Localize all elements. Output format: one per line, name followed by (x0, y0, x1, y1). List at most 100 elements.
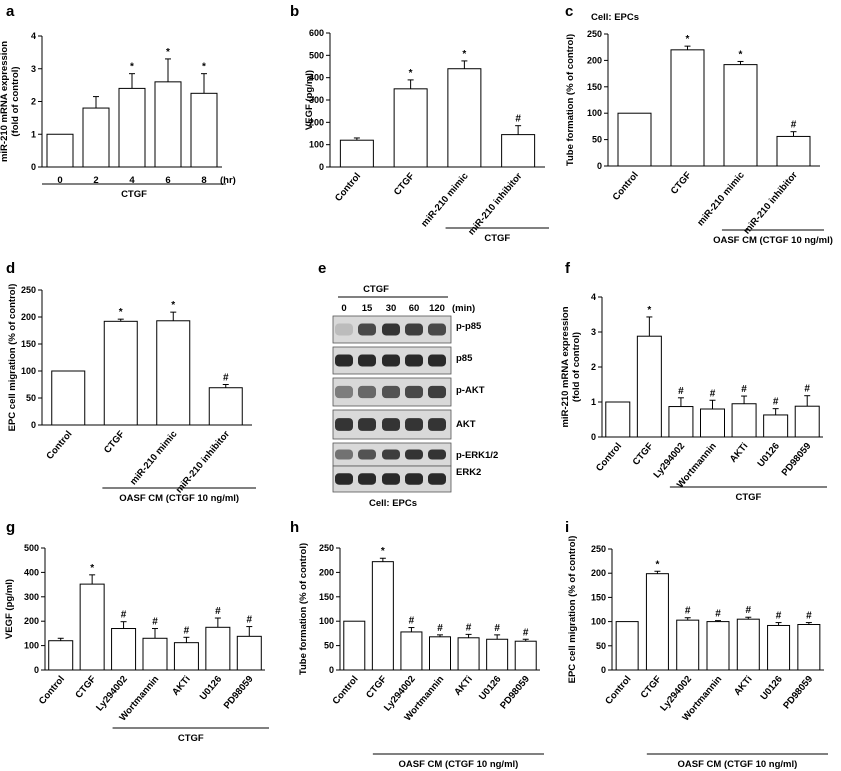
significance-mark: * (381, 546, 385, 557)
y-axis-label: Tube formation (% of control) (565, 34, 576, 166)
y-axis-label-line: EPC cell migration (% of control) (567, 536, 578, 684)
blot-strips (332, 315, 452, 493)
y-axis-label: VEGF (pg/ml) (304, 70, 315, 130)
significance-mark: * (202, 62, 206, 73)
bar (514, 640, 537, 671)
blot-band (382, 323, 400, 336)
bar (142, 637, 168, 671)
significance-mark: # (215, 606, 221, 617)
blot-band (335, 323, 353, 336)
panel-label: b (290, 3, 299, 20)
significance-mark: * (409, 68, 413, 79)
y-tick-label: 150 (21, 339, 36, 349)
significance-mark: # (710, 388, 716, 399)
y-tick-label: 100 (21, 366, 36, 376)
blot-band (405, 449, 423, 460)
bar (393, 88, 428, 168)
western-blot-panel: e CTGF 0 15 30 60 120 (min) p-p85 p85 p-… (318, 260, 498, 509)
y-tick-label: 2 (31, 97, 36, 107)
y-tick-label: 400 (24, 567, 39, 577)
bar (205, 626, 231, 671)
y-tick-label: 0 (31, 162, 36, 172)
panel-label: d (6, 260, 15, 277)
y-tick-label: 500 (24, 543, 39, 553)
blot-band (428, 473, 446, 485)
bar (723, 64, 758, 167)
y-tick-label: 50 (324, 641, 334, 651)
panel-label: i (565, 519, 569, 536)
blot-protein-label: AKT (456, 419, 476, 430)
y-axis-label: Tube formation (% of control) (298, 543, 309, 675)
significance-mark: # (715, 609, 721, 620)
bar (82, 107, 110, 168)
significance-mark: * (647, 305, 651, 316)
blot-protein-label: p-AKT (456, 385, 485, 396)
blot-band (335, 473, 353, 485)
blot-treatment-label: CTGF (363, 284, 389, 295)
y-tick-label: 0 (597, 161, 602, 171)
panel-label: f (565, 260, 571, 277)
significance-mark: # (804, 384, 810, 395)
y-tick-label: 3 (591, 327, 596, 337)
blot-band (335, 449, 353, 460)
bar (51, 370, 86, 426)
group-label: OASF CM (CTGF 10 ng/ml) (399, 759, 519, 770)
bar (173, 642, 199, 671)
blot-protein-label: ERK2 (456, 467, 481, 478)
y-tick-label: 600 (309, 28, 324, 38)
blot-band (382, 385, 400, 399)
y-tick-label: 2 (591, 362, 596, 372)
y-tick-label: 400 (309, 73, 324, 83)
blot-band (335, 385, 353, 399)
y-tick-label: 100 (24, 641, 39, 651)
significance-mark: # (184, 625, 190, 636)
blot-band (382, 473, 400, 485)
y-tick-label: 500 (309, 50, 324, 60)
significance-mark: # (409, 616, 415, 627)
significance-mark: # (247, 615, 253, 626)
x-tick-label: 0 (57, 175, 62, 186)
bar (48, 640, 74, 671)
significance-mark: * (686, 34, 690, 45)
bar (79, 583, 105, 671)
panel-label: c (565, 3, 573, 20)
significance-mark: # (746, 605, 752, 616)
bar (617, 112, 652, 167)
significance-mark: # (152, 617, 158, 628)
bar (731, 403, 757, 438)
y-tick-label: 100 (587, 108, 602, 118)
blot-band (358, 473, 376, 485)
y-axis-label-line: miR-210 mRNA expression (560, 306, 571, 427)
y-tick-label: 4 (31, 31, 36, 41)
blot-band (428, 323, 446, 336)
bar (797, 624, 821, 671)
bar (763, 414, 789, 438)
bar (111, 628, 137, 671)
y-tick-label: 200 (21, 312, 36, 322)
y-tick-label: 250 (21, 285, 36, 295)
bar (736, 618, 760, 671)
panel-label: a (6, 3, 15, 20)
y-axis-label-line: (fold of control) (10, 66, 21, 136)
significance-mark: * (166, 47, 170, 58)
blot-band (428, 354, 446, 367)
y-tick-label: 0 (319, 162, 324, 172)
y-tick-label: 200 (587, 55, 602, 65)
significance-mark: # (466, 622, 472, 633)
significance-mark: # (776, 611, 782, 622)
significance-mark: * (119, 307, 123, 318)
blot-band (405, 473, 423, 485)
bar (676, 619, 700, 671)
y-tick-label: 250 (319, 543, 334, 553)
panel-label-e: e (318, 260, 326, 277)
y-tick-label: 50 (26, 393, 36, 403)
blot-time-30: 30 (386, 303, 397, 314)
y-tick-label: 150 (591, 592, 606, 602)
blot-band (358, 385, 376, 399)
bar (447, 68, 482, 168)
y-tick-label: 50 (592, 135, 602, 145)
bar (605, 401, 631, 438)
bar (208, 387, 243, 426)
blot-footer: Cell: EPCs (369, 498, 417, 509)
